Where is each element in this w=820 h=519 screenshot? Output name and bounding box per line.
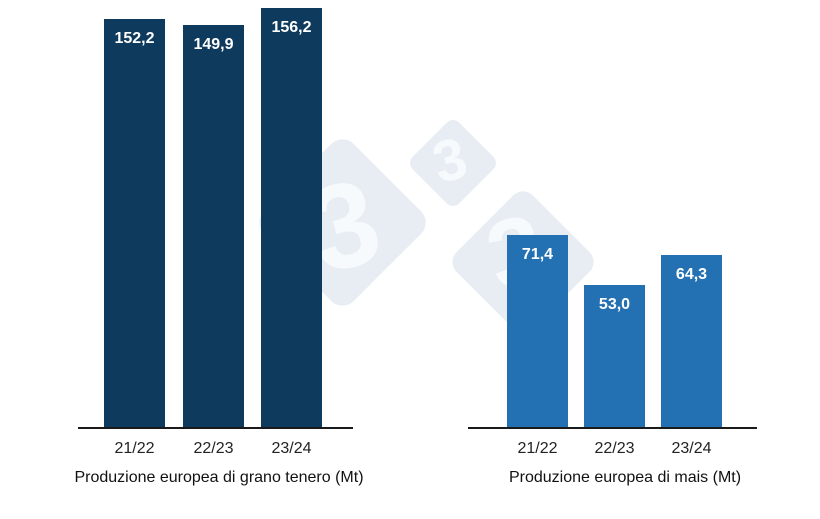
chart-title: Produzione europea di mais (Mt) bbox=[508, 469, 742, 486]
bar-23-24: 64,3 bbox=[661, 255, 722, 427]
x-axis-line bbox=[78, 427, 353, 429]
bar-22-23: 149,9 bbox=[183, 25, 244, 427]
bar-21-22: 71,4 bbox=[507, 235, 568, 427]
tick-label: 22/23 bbox=[594, 440, 635, 457]
tick-label: 21/22 bbox=[114, 440, 155, 457]
tick-label: 23/24 bbox=[271, 440, 312, 457]
tick-label: 21/22 bbox=[517, 440, 558, 457]
tick-label: 23/24 bbox=[671, 440, 712, 457]
value-label: 64,3 bbox=[675, 266, 708, 283]
value-label: 149,9 bbox=[193, 36, 234, 53]
value-label: 71,4 bbox=[521, 246, 554, 263]
bar-22-23: 53,0 bbox=[584, 285, 645, 427]
x-axis-line bbox=[468, 427, 757, 429]
value-label: 152,2 bbox=[114, 30, 155, 47]
chart-title: Produzione europea di grano tenero (Mt) bbox=[74, 469, 364, 486]
tick-label: 22/23 bbox=[193, 440, 234, 457]
value-label: 53,0 bbox=[598, 296, 631, 313]
bar-23-24: 156,2 bbox=[261, 8, 322, 427]
value-label: 156,2 bbox=[271, 19, 312, 36]
bar-21-22: 152,2 bbox=[104, 19, 165, 427]
